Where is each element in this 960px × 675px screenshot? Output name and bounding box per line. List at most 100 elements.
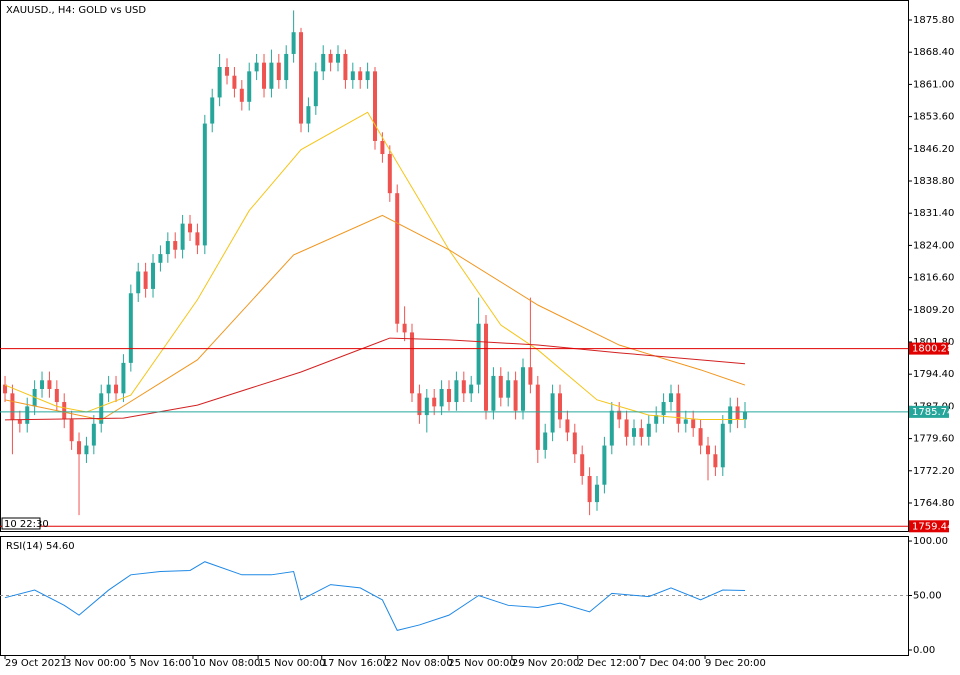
candle-body: [77, 441, 82, 455]
candle-body: [661, 402, 666, 416]
candle-body: [158, 254, 163, 263]
candle-body: [151, 262, 156, 289]
candle-body: [195, 232, 200, 246]
y-tick-label: 1779.60: [913, 434, 954, 445]
candle-body: [262, 62, 267, 89]
candle-body: [173, 241, 178, 250]
moving-average: [4, 111, 745, 420]
candle-body: [498, 375, 503, 398]
candle-body: [25, 406, 30, 424]
candle-body: [180, 223, 185, 250]
candle-body: [387, 154, 392, 194]
candle-body: [247, 71, 252, 102]
candle-body: [269, 62, 274, 89]
candle-body: [365, 71, 370, 81]
moving-average: [4, 214, 746, 421]
last-price-label: 1785.74: [912, 407, 953, 418]
x-tick-label: 3 Nov 00:00: [65, 658, 126, 669]
candle-body: [654, 415, 659, 424]
candle-body: [683, 419, 688, 424]
y-tick-label: 1794.40: [913, 369, 954, 380]
candle-body: [210, 97, 215, 124]
candle-body: [276, 62, 281, 81]
candle-body: [624, 419, 629, 437]
candle-body: [424, 397, 429, 416]
candle-body: [291, 32, 296, 54]
y-tick-label: 1838.80: [913, 176, 954, 187]
rsi-line: [4, 561, 745, 631]
candle-body: [476, 323, 481, 385]
candle-body: [587, 476, 592, 503]
x-tick-label: 17 Nov 16:00: [322, 658, 389, 669]
y-tick-label: 1809.20: [913, 305, 954, 316]
candle-body: [91, 423, 96, 446]
candle-body: [491, 375, 496, 411]
candle-body: [735, 406, 740, 420]
candle-body: [380, 140, 385, 155]
x-tick-label: 29 Nov 20:00: [512, 658, 579, 669]
candle-body: [321, 53, 326, 72]
candle-body: [54, 388, 59, 403]
x-tick-label: 2 Dec 12:00: [578, 658, 639, 669]
candle-body: [617, 410, 622, 420]
x-tick-label: 15 Nov 00:00: [258, 658, 325, 669]
candle-body: [3, 384, 8, 394]
candle-body: [513, 380, 518, 411]
candle-body: [631, 428, 636, 437]
candle-body: [410, 332, 415, 394]
x-tick-label: 7 Dec 04:00: [640, 658, 701, 669]
y-tick-label: 0.00: [913, 645, 935, 656]
y-tick-label: 1772.20: [913, 466, 954, 477]
candle-body: [373, 71, 378, 141]
candle-body: [225, 67, 230, 76]
candle-body: [691, 419, 696, 429]
candle-body: [609, 410, 614, 446]
time-label: 10 22:30: [4, 519, 49, 530]
candle-body: [454, 380, 459, 403]
x-tick-label: 29 Oct 2021: [5, 658, 67, 669]
candle-body: [40, 380, 45, 389]
candle-body: [358, 71, 363, 81]
x-tick-label: 10 Nov 08:00: [193, 658, 260, 669]
candle-body: [565, 419, 570, 433]
candle-body: [106, 384, 111, 394]
candle-body: [506, 380, 511, 398]
candle-body: [17, 419, 22, 424]
last-price-bg: [909, 405, 949, 418]
candle-body: [299, 32, 304, 124]
y-tick-label: 100.00: [913, 536, 948, 547]
time-label-bg: [1, 517, 41, 530]
rsi-pane: [0, 536, 909, 656]
y-tick-label: 1846.20: [913, 144, 954, 155]
candle-body: [313, 71, 318, 107]
candle-body: [572, 432, 577, 455]
candle-body: [217, 67, 222, 98]
candle-body: [284, 53, 289, 81]
candle-body: [521, 367, 526, 411]
candle-body: [232, 75, 237, 89]
level-label: 1759.44: [912, 521, 953, 532]
candle-body: [705, 445, 710, 455]
candle-body: [62, 402, 67, 420]
level-label-bg: [909, 520, 949, 533]
candle-body: [165, 241, 170, 255]
candle-body: [188, 223, 193, 233]
y-tick-label: 50.00: [913, 591, 942, 602]
candle-body: [239, 88, 244, 102]
candle-body: [668, 393, 673, 403]
chart-title: XAUUSD., H4: GOLD vs USD: [6, 5, 146, 16]
x-tick-label: 22 Nov 08:00: [385, 658, 452, 669]
y-tick-label: 1868.40: [913, 47, 954, 58]
candle-body: [343, 53, 348, 81]
x-tick-label: 25 Nov 00:00: [448, 658, 515, 669]
y-tick-label: 1824.00: [913, 240, 954, 251]
candle-body: [47, 380, 52, 389]
candle-body: [402, 323, 407, 333]
candle-body: [69, 419, 74, 442]
candle-body: [646, 423, 651, 437]
x-tick-label: 9 Dec 20:00: [705, 658, 766, 669]
candle-body: [84, 445, 89, 455]
candle-body: [306, 106, 311, 124]
candle-body: [99, 393, 104, 424]
candle-body: [447, 388, 452, 403]
